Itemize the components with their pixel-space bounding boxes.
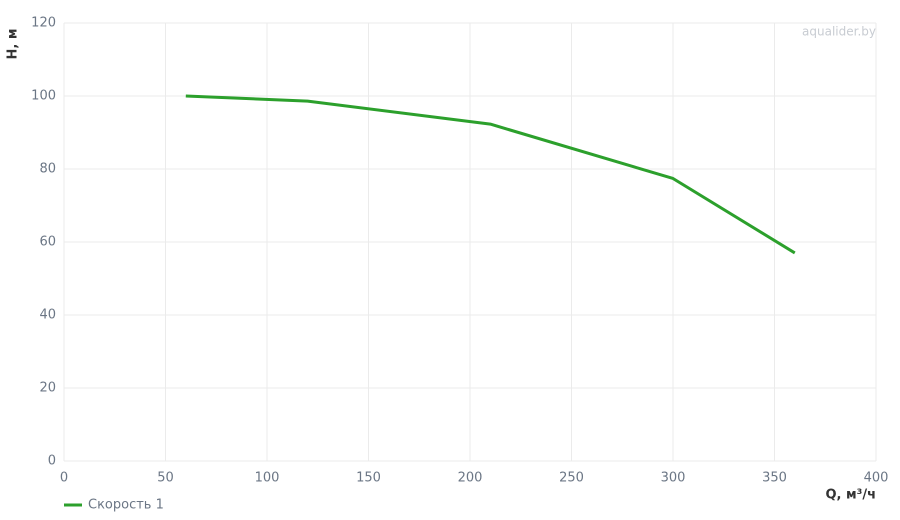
x-tick-label: 0 (60, 471, 68, 486)
x-tick-label: 50 (157, 471, 174, 486)
x-tick-label: 350 (762, 471, 787, 486)
line (185, 94, 796, 255)
y-tick-label: 0 (48, 454, 56, 469)
x-tick-label: 250 (559, 471, 584, 486)
y-tick-label: 100 (31, 89, 56, 104)
x-tick-label: 100 (255, 471, 280, 486)
y-tick-label: 20 (39, 381, 56, 396)
x-axis-title: Q, м³/ч (825, 488, 876, 503)
y-tick-label: 60 (39, 235, 56, 250)
y-axis-title: H, м (6, 29, 21, 60)
y-tick-label: 120 (31, 16, 56, 31)
watermark: aqualider.by (802, 25, 876, 39)
legend-label: Скорость 1 (88, 498, 164, 513)
y-tick-label: 80 (39, 162, 56, 177)
x-tick-label: 200 (458, 471, 483, 486)
x-tick-label: 300 (661, 471, 686, 486)
x-tick-label: 150 (356, 471, 381, 486)
y-tick-label: 40 (39, 308, 56, 323)
x-tick-label: 400 (864, 471, 889, 486)
